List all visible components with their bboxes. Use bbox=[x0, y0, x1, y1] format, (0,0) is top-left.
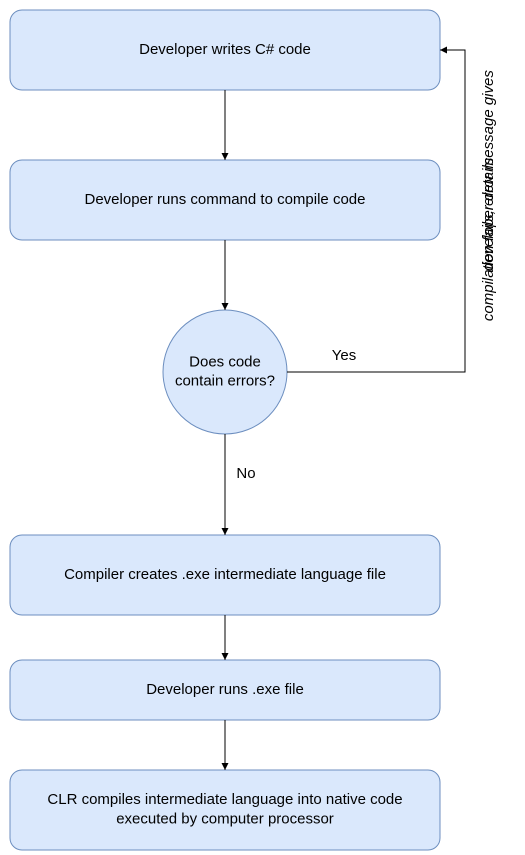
node-label: Does code bbox=[189, 354, 261, 371]
node-label: executed by computer processor bbox=[116, 811, 334, 828]
edge-label-yes: Yes bbox=[332, 347, 356, 364]
node-n3: Does codecontain errors? bbox=[163, 310, 287, 434]
node-n2: Developer runs command to compile code bbox=[10, 160, 440, 240]
node-n5: Developer runs .exe file bbox=[10, 660, 440, 720]
node-n6: CLR compiles intermediate language into … bbox=[10, 770, 440, 850]
node-n4: Compiler creates .exe intermediate langu… bbox=[10, 535, 440, 615]
edge-side-label: developer details bbox=[480, 157, 497, 271]
edge-label: No bbox=[236, 465, 255, 482]
node-label: Developer runs .exe file bbox=[146, 681, 304, 698]
node-label: Developer writes C# code bbox=[139, 41, 311, 58]
node-label: Compiler creates .exe intermediate langu… bbox=[64, 566, 386, 583]
node-label: contain errors? bbox=[175, 372, 275, 389]
node-n1: Developer writes C# code bbox=[10, 10, 440, 90]
edge-n3-n4: No bbox=[225, 434, 256, 535]
node-label: CLR compiles intermediate language into … bbox=[47, 791, 402, 808]
node-label: Developer runs command to compile code bbox=[85, 191, 366, 208]
